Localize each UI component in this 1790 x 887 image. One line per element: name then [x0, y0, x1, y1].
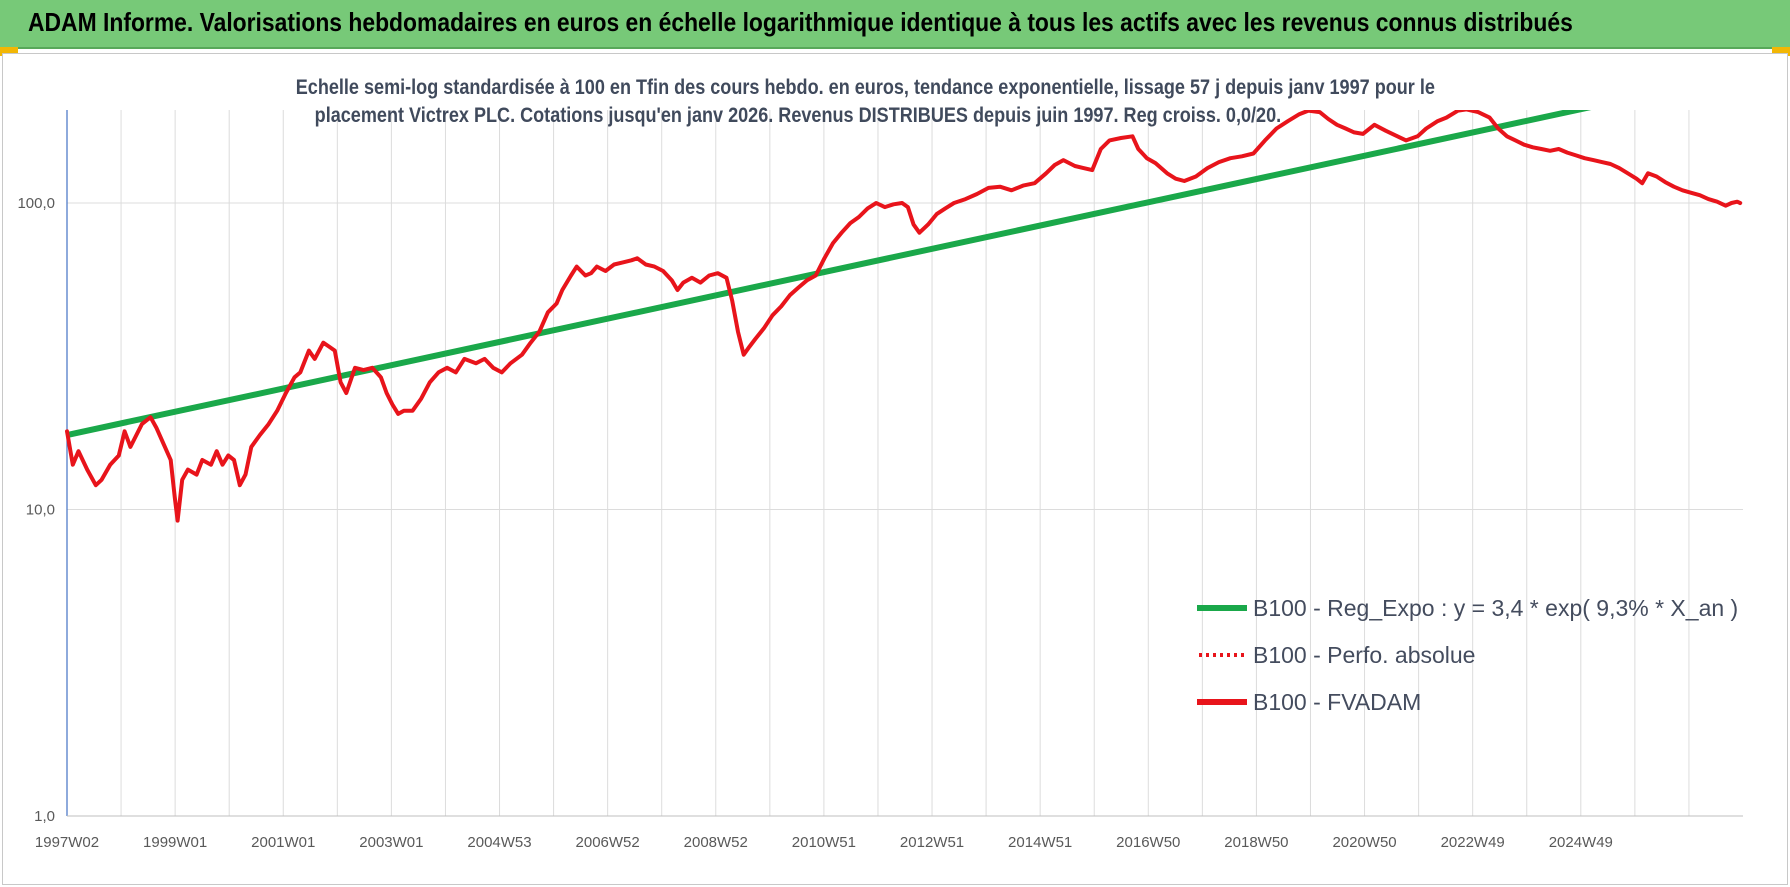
- x-tick-label: 2012W51: [900, 834, 964, 851]
- x-tick-label: 2003W01: [359, 834, 423, 851]
- x-tick-label: 2008W52: [684, 834, 748, 851]
- y-tick-label: 100,0: [17, 195, 55, 212]
- x-tick-label: 1999W01: [143, 834, 207, 851]
- series-regression-line: [66, 110, 1592, 438]
- x-tick-label: 1997W02: [35, 834, 99, 851]
- legend-swatch-regression: [1197, 605, 1247, 611]
- legend-label-fvadam: B100 - FVADAM: [1253, 688, 1422, 715]
- x-tick-label: 2001W01: [251, 834, 315, 851]
- legend-swatch-perfo-absolue: [1199, 653, 1247, 657]
- series-fvadam-line: [65, 110, 1743, 523]
- legend-swatch-fvadam: [1197, 699, 1247, 705]
- x-tick-label: 2018W50: [1224, 834, 1288, 851]
- chart-frame: 1,0 10,0 100,0 1997W02 1999W01 2001W01 2003W01…: [2, 53, 1788, 885]
- chart-subtitle-text-2: placement Victrex PLC. Cotations jusqu'e…: [314, 104, 1282, 127]
- y-tick-label: 1,0: [34, 808, 55, 825]
- chart-subtitle-line-1: Echelle semi-log standardisée à 100 en T…: [203, 76, 1435, 100]
- x-tick-label: 2014W51: [1008, 834, 1072, 851]
- x-tick-label: 2004W53: [467, 834, 531, 851]
- legend-item-perfo-absolue: B100 - Perfo. absolue: [1197, 639, 1475, 671]
- x-tick-label: 2024W49: [1549, 834, 1613, 851]
- corner-marker-right: [1772, 47, 1790, 56]
- y-tick-label: 10,0: [26, 502, 55, 519]
- x-tick-label: 2016W50: [1116, 834, 1180, 851]
- legend-label-regression: B100 - Reg_Expo : y = 3,4 * exp( 9,3% * …: [1253, 594, 1739, 621]
- legend-item-fvadam: B100 - FVADAM: [1197, 686, 1421, 718]
- chart-subtitle-line-2: placement Victrex PLC. Cotations jusqu'e…: [203, 104, 1393, 128]
- title-banner: ADAM Informe. Valorisations hebdomadaire…: [0, 0, 1790, 49]
- chart-plot: 1,0 10,0 100,0 1997W02 1999W01 2001W01 2003W01…: [17, 110, 1743, 851]
- corner-marker-left: [0, 47, 18, 56]
- legend-label-perfo-absolue: B100 - Perfo. absolue: [1253, 641, 1476, 668]
- page-title: ADAM Informe. Valorisations hebdomadaire…: [28, 7, 1573, 37]
- chart-subtitle-text-1: Echelle semi-log standardisée à 100 en T…: [295, 76, 1435, 99]
- x-tick-label: 2022W49: [1441, 834, 1505, 851]
- x-tick-label: 2020W50: [1332, 834, 1396, 851]
- x-tick-label: 2010W51: [792, 834, 856, 851]
- x-tick-label: 2006W52: [576, 834, 640, 851]
- legend-item-regression: B100 - Reg_Expo : y = 3,4 * exp( 9,3% * …: [1197, 592, 1738, 624]
